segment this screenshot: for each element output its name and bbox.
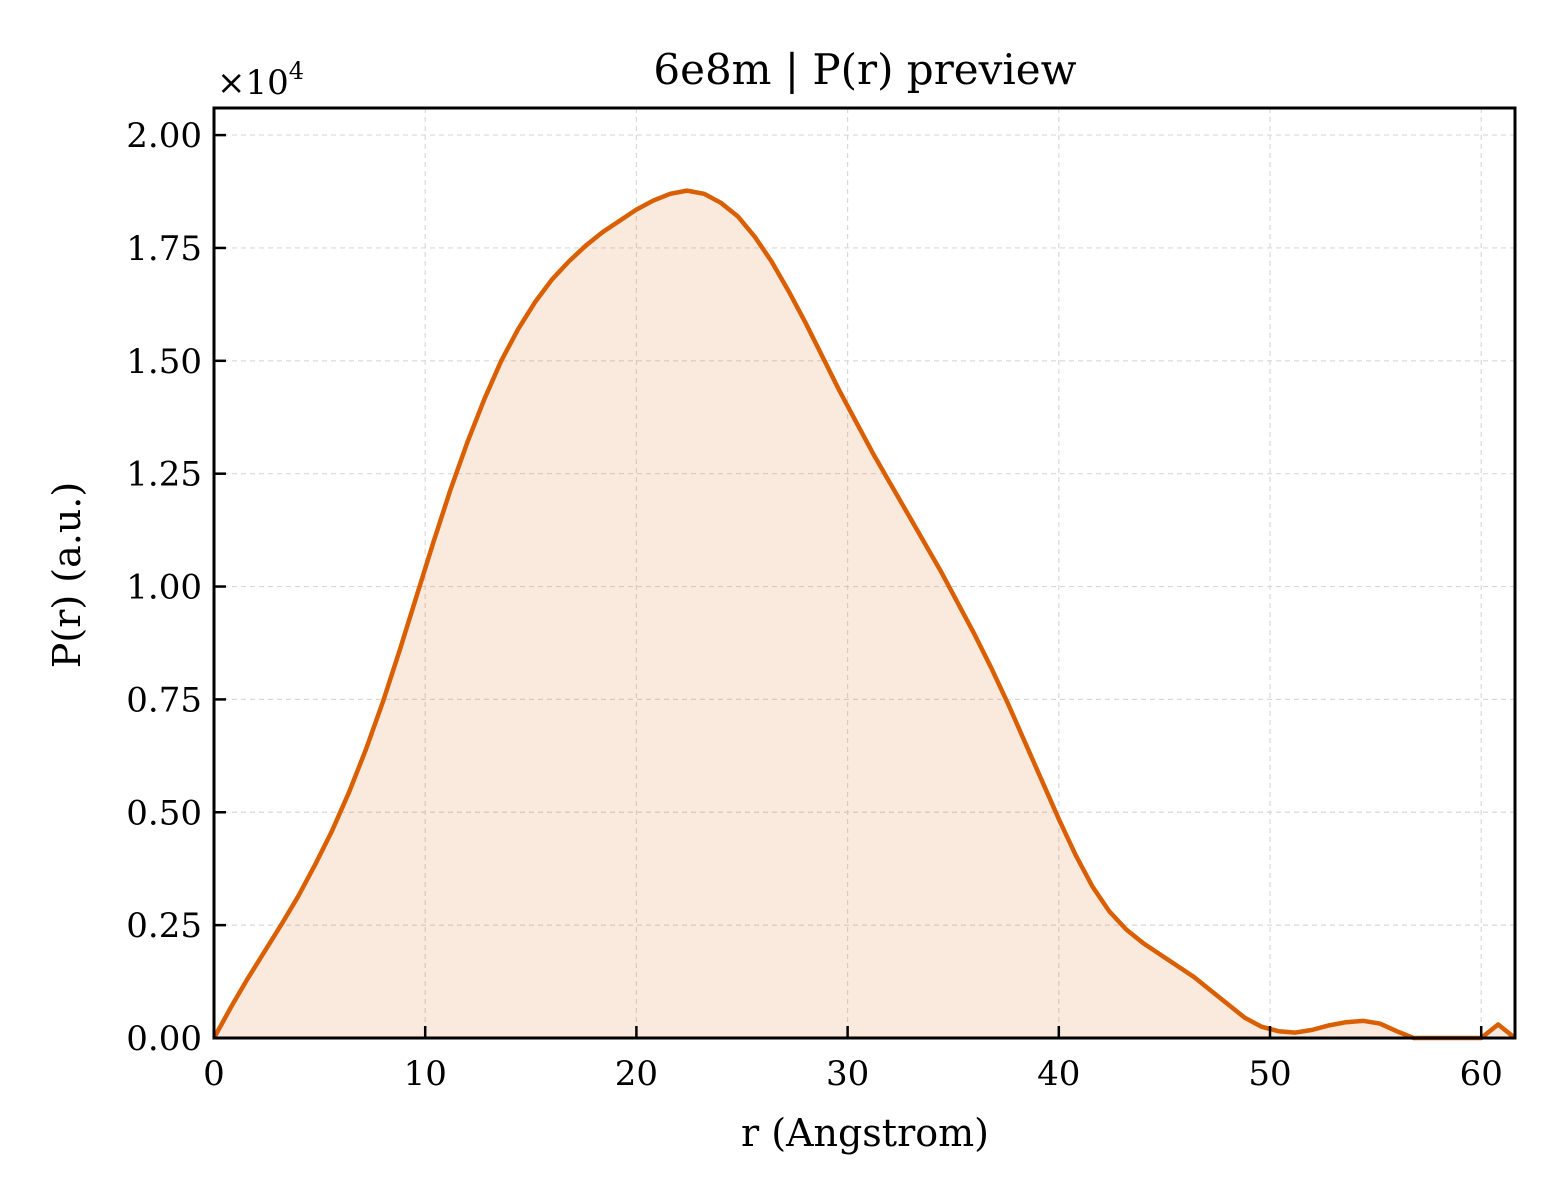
y-tick-label: 1.50	[126, 342, 202, 382]
area-fill	[214, 190, 1515, 1038]
axis-ticks	[212, 133, 1483, 1040]
plot-frame	[212, 106, 1517, 1040]
y-axis-label: P(r) (a.u.)	[45, 482, 89, 668]
y-tick-label: 0.25	[126, 906, 202, 946]
y-offset-base: ×10	[217, 63, 289, 103]
y-offset-exponent: 4	[289, 57, 304, 85]
y-tick-label: 0.50	[126, 793, 202, 833]
chart-title: 6e8m | P(r) preview	[653, 45, 1076, 94]
y-tick-label: 0.75	[126, 680, 202, 720]
y-tick-label: 0.00	[126, 1019, 202, 1059]
y-tick-label: 1.75	[126, 229, 202, 269]
x-tick-label: 20	[615, 1054, 658, 1094]
x-tick-label: 30	[826, 1054, 869, 1094]
x-tick-label: 40	[1037, 1054, 1080, 1094]
y-tick-label: 1.25	[126, 455, 202, 495]
y-tick-labels: 0.00 0.25 0.50 0.75 1.00 1.25 1.50 1.75 2.00	[126, 116, 202, 1059]
series-line	[212, 188, 1517, 1041]
x-tick-labels: 0 10 20 30 40 50 60	[203, 1054, 1503, 1094]
x-tick-label: 60	[1460, 1054, 1503, 1094]
x-tick-label: 10	[404, 1054, 447, 1094]
y-offset-label: ×104	[217, 57, 304, 103]
x-tick-label: 50	[1248, 1054, 1291, 1094]
y-tick-label: 2.00	[126, 116, 202, 156]
x-tick-label: 0	[203, 1054, 225, 1094]
x-axis-label: r (Angstrom)	[741, 1111, 989, 1155]
y-tick-label: 1.00	[126, 568, 202, 608]
